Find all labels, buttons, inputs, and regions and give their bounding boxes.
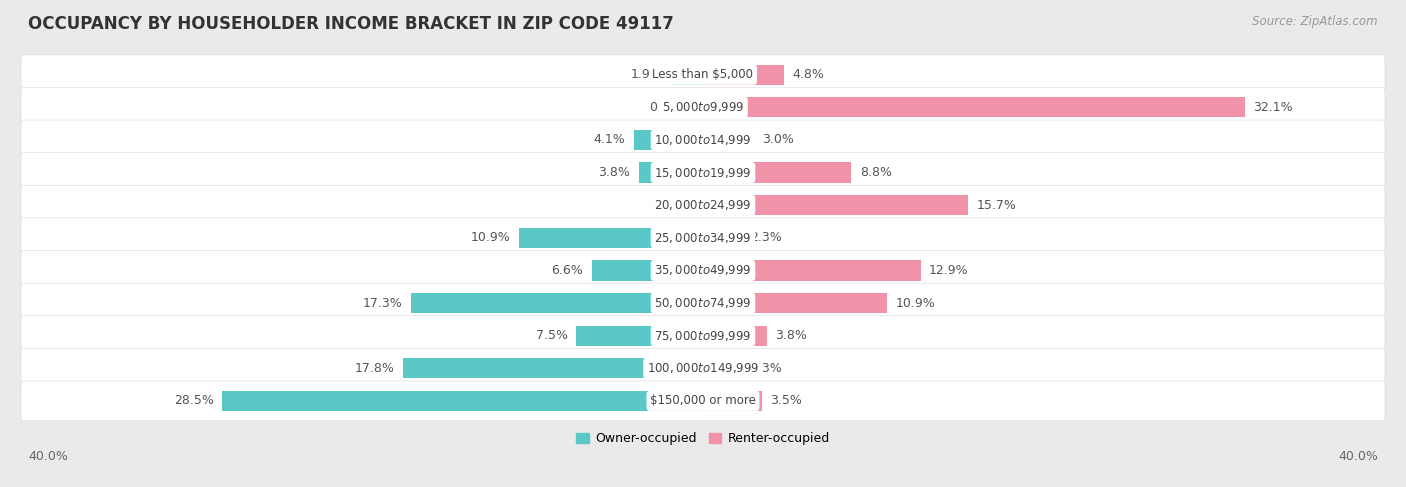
Text: $25,000 to $34,999: $25,000 to $34,999 [654, 231, 752, 245]
Bar [592, 261, 703, 281]
Text: 6.6%: 6.6% [551, 264, 583, 277]
FancyBboxPatch shape [21, 348, 1385, 388]
Text: 4.8%: 4.8% [793, 68, 824, 81]
Text: 0.8%: 0.8% [650, 199, 681, 212]
Text: 8.8%: 8.8% [860, 166, 891, 179]
Bar [703, 195, 967, 215]
Legend: Owner-occupied, Renter-occupied: Owner-occupied, Renter-occupied [571, 427, 835, 450]
Bar [402, 358, 703, 378]
Bar [222, 391, 703, 411]
Bar [703, 130, 754, 150]
Bar [703, 391, 762, 411]
Bar [703, 65, 785, 85]
Text: $20,000 to $24,999: $20,000 to $24,999 [654, 198, 752, 212]
Text: 0.8%: 0.8% [650, 101, 681, 114]
Text: 40.0%: 40.0% [28, 450, 67, 463]
Text: 17.8%: 17.8% [354, 362, 394, 375]
FancyBboxPatch shape [21, 120, 1385, 160]
FancyBboxPatch shape [21, 55, 1385, 94]
Text: $15,000 to $19,999: $15,000 to $19,999 [654, 166, 752, 180]
Bar [703, 293, 887, 313]
Text: 10.9%: 10.9% [471, 231, 510, 244]
FancyBboxPatch shape [21, 88, 1385, 127]
Text: 2.3%: 2.3% [751, 362, 782, 375]
Bar [689, 195, 703, 215]
Bar [519, 228, 703, 248]
Text: 32.1%: 32.1% [1253, 101, 1292, 114]
Bar [634, 130, 703, 150]
Bar [703, 97, 1244, 117]
Text: 2.3%: 2.3% [751, 231, 782, 244]
Text: $100,000 to $149,999: $100,000 to $149,999 [647, 361, 759, 375]
FancyBboxPatch shape [21, 316, 1385, 356]
Bar [703, 325, 768, 346]
Bar [703, 228, 742, 248]
FancyBboxPatch shape [21, 381, 1385, 421]
Text: $5,000 to $9,999: $5,000 to $9,999 [662, 100, 744, 114]
FancyBboxPatch shape [21, 218, 1385, 258]
Text: 7.5%: 7.5% [536, 329, 568, 342]
Bar [689, 97, 703, 117]
Text: $75,000 to $99,999: $75,000 to $99,999 [654, 329, 752, 343]
Text: 3.5%: 3.5% [770, 394, 803, 407]
Text: 40.0%: 40.0% [1339, 450, 1378, 463]
Text: 15.7%: 15.7% [976, 199, 1017, 212]
Text: 3.0%: 3.0% [762, 133, 794, 147]
Text: $35,000 to $49,999: $35,000 to $49,999 [654, 263, 752, 278]
Bar [671, 65, 703, 85]
FancyBboxPatch shape [21, 185, 1385, 225]
Text: $10,000 to $14,999: $10,000 to $14,999 [654, 133, 752, 147]
Text: 3.8%: 3.8% [599, 166, 630, 179]
Text: 1.9%: 1.9% [631, 68, 662, 81]
Text: 10.9%: 10.9% [896, 297, 935, 310]
Bar [703, 358, 742, 378]
Bar [638, 163, 703, 183]
Text: Source: ZipAtlas.com: Source: ZipAtlas.com [1253, 15, 1378, 28]
Bar [411, 293, 703, 313]
Text: Less than $5,000: Less than $5,000 [652, 68, 754, 81]
FancyBboxPatch shape [21, 283, 1385, 323]
Text: 28.5%: 28.5% [174, 394, 214, 407]
Bar [576, 325, 703, 346]
Text: $150,000 or more: $150,000 or more [650, 394, 756, 407]
Bar [703, 261, 921, 281]
Bar [703, 163, 852, 183]
FancyBboxPatch shape [21, 250, 1385, 290]
Text: 4.1%: 4.1% [593, 133, 626, 147]
FancyBboxPatch shape [21, 153, 1385, 192]
Text: 3.8%: 3.8% [776, 329, 807, 342]
Text: OCCUPANCY BY HOUSEHOLDER INCOME BRACKET IN ZIP CODE 49117: OCCUPANCY BY HOUSEHOLDER INCOME BRACKET … [28, 15, 673, 33]
Text: 12.9%: 12.9% [929, 264, 969, 277]
Text: 17.3%: 17.3% [363, 297, 402, 310]
Text: $50,000 to $74,999: $50,000 to $74,999 [654, 296, 752, 310]
